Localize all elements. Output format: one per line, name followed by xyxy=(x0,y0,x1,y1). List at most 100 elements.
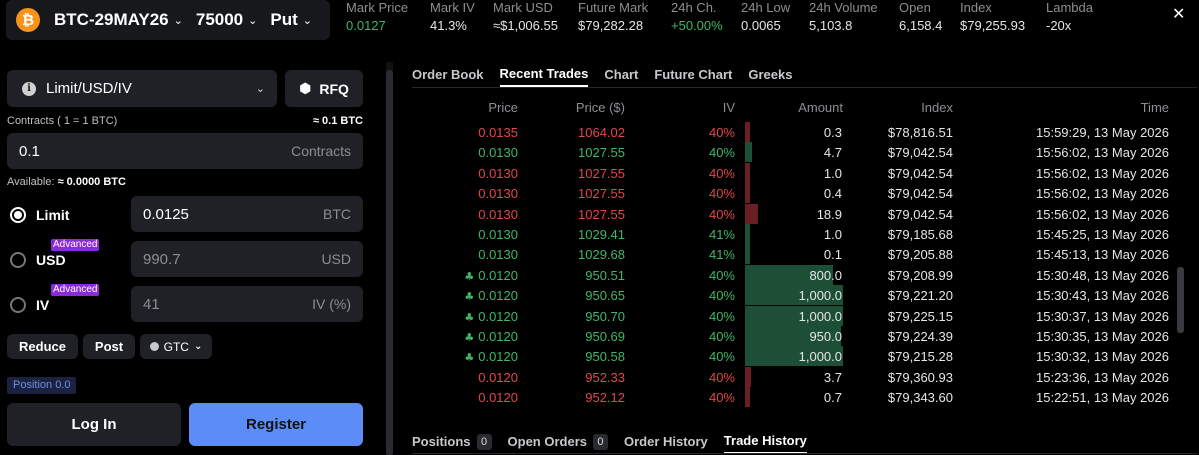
cell-amount-text: 0.3 xyxy=(823,125,842,140)
table-row[interactable]: 0.0120 952.33 40% 3.7 $79,360.93 15:23:36, 13… xyxy=(405,366,1185,387)
cell-iv-text: 40% xyxy=(708,165,735,181)
cell-price-text: 0.0120 xyxy=(478,390,518,406)
table-row[interactable]: 0.0130 1027.55 40% 18.9 $79,042.54 15:56:02, … xyxy=(405,203,1185,224)
cell-time-text: 15:56:02, 13 May 2026 xyxy=(1036,145,1169,161)
table-row[interactable]: 0.0130 1027.55 40% 4.7 $79,042.54 15:56:02, 1… xyxy=(405,142,1185,163)
cell-index: $79,042.54 xyxy=(875,166,953,181)
register-button[interactable]: Register xyxy=(189,403,363,446)
order-form-scrollbar[interactable] xyxy=(386,62,393,455)
stat-label: Index xyxy=(960,0,992,15)
block-trade-icon: ♣ xyxy=(464,290,475,304)
cell-iv-text: 40% xyxy=(708,125,735,140)
table-row[interactable]: ♣ 0.0120 950.58 40% 1,000.0 $79,215.28 15:30:3… xyxy=(405,346,1185,367)
scrollbar-thumb[interactable] xyxy=(1177,267,1184,333)
tab-recent-trades[interactable]: Recent Trades xyxy=(499,66,589,87)
cell-index-text: $79,360.93 xyxy=(887,369,953,385)
cell-time: 15:59:29, 13 May 2026 xyxy=(1005,125,1169,140)
table-row[interactable]: ♣ 0.0120 950.51 40% 800.0 $79,208.99 15:30:48,… xyxy=(405,264,1185,285)
scrollbar-thumb[interactable] xyxy=(386,70,393,455)
usd-label[interactable]: USD xyxy=(36,252,66,268)
cell-time: 15:30:32, 13 May 2026 xyxy=(1005,349,1169,364)
amount-bar xyxy=(745,305,843,326)
amount-bar xyxy=(745,285,843,306)
cell-index: $79,042.54 xyxy=(875,145,953,160)
login-button[interactable]: Log In xyxy=(7,403,181,446)
limit-label[interactable]: Limit xyxy=(36,207,70,223)
cell-amount: 1.0 xyxy=(745,166,842,181)
cell-index: $79,225.15 xyxy=(875,309,953,324)
cell-index-text: $79,185.68 xyxy=(887,227,953,242)
cell-index-text: $79,343.60 xyxy=(887,390,953,406)
tab-trade-history[interactable]: Trade History xyxy=(723,433,807,454)
iv-radio[interactable] xyxy=(10,297,26,313)
cell-time-text: 15:56:02, 13 May 2026 xyxy=(1036,206,1169,222)
table-row[interactable]: 0.0130 1029.68 41% 0.1 $79,205.88 15:45:13, 1… xyxy=(405,244,1185,265)
iv-label[interactable]: IV xyxy=(36,297,50,313)
tab-greeks[interactable]: Greeks xyxy=(748,67,793,82)
tab-future-chart[interactable]: Future Chart xyxy=(654,67,733,82)
cell-index: $79,343.60 xyxy=(875,390,953,405)
table-row[interactable]: 0.0135 1064.02 40% 0.3 $78,816.51 15:59:29, 1… xyxy=(405,122,1185,142)
tab-positions[interactable]: Positions 0 xyxy=(412,433,492,454)
table-row[interactable]: ♣ 0.0120 950.65 40% 1,000.0 $79,221.20 15:30:4… xyxy=(405,285,1185,306)
cell-amount-text: 1,000.0 xyxy=(798,308,842,324)
limit-price-input[interactable]: 0.0125 BTC xyxy=(131,196,363,232)
option-type-dropdown[interactable]: Put ⌄ xyxy=(270,10,312,30)
cell-amount: 3.7 xyxy=(745,370,842,385)
table-row[interactable]: 0.0130 1027.55 40% 0.4 $79,042.54 15:56:02, 1… xyxy=(405,183,1185,204)
order-type-dropdown[interactable]: i Limit/USD/IV ⌄ xyxy=(7,70,277,107)
cell-price-usd: 1027.55 xyxy=(545,145,625,160)
chevron-down-icon: ⌄ xyxy=(302,13,312,27)
cell-price: 0.0120 xyxy=(435,390,518,405)
cell-time: 15:56:02, 13 May 2026 xyxy=(1005,186,1169,201)
tab-order-history[interactable]: Order History xyxy=(624,433,708,454)
strike-dropdown[interactable]: 75000 ⌄ xyxy=(196,10,258,30)
cell-index-text: $79,042.54 xyxy=(887,165,953,181)
close-icon[interactable]: ✕ xyxy=(1172,4,1186,23)
trades-scrollbar[interactable] xyxy=(1177,94,1184,412)
cell-price: 0.0120 xyxy=(435,370,518,385)
table-row[interactable]: 0.0130 1027.55 40% 1.0 $79,042.54 15:56:02, 1… xyxy=(405,162,1185,183)
reduce-button[interactable]: Reduce xyxy=(7,334,78,359)
usd-radio[interactable] xyxy=(10,252,26,268)
time-in-force-dropdown[interactable]: GTC ⌄ xyxy=(140,334,212,359)
cell-index: $79,208.99 xyxy=(875,268,953,283)
cell-amount-text: 0.1 xyxy=(823,247,842,263)
limit-radio[interactable] xyxy=(10,207,26,223)
cell-price-usd: 1027.55 xyxy=(545,186,625,201)
cell-iv: 40% xyxy=(685,288,735,303)
instrument-dropdown[interactable]: BTC-29MAY26 ⌄ xyxy=(54,10,183,30)
time-in-force-value: GTC xyxy=(163,339,189,354)
table-row[interactable]: 0.0130 1029.41 41% 1.0 $79,185.68 15:45:25, 1… xyxy=(405,224,1185,244)
usd-price-input[interactable]: 990.7 USD xyxy=(131,241,363,277)
table-row[interactable]: 0.0120 952.12 40% 0.7 $79,343.60 15:22:51, 13… xyxy=(405,387,1185,408)
iv-unit: IV (%) xyxy=(312,296,351,312)
cell-time-text: 15:59:29, 13 May 2026 xyxy=(1036,125,1169,140)
post-button[interactable]: Post xyxy=(83,334,135,359)
iv-input[interactable]: 41 IV (%) xyxy=(131,286,363,322)
cell-iv-text: 40% xyxy=(708,308,735,324)
amount-bar xyxy=(745,162,750,183)
stat-open: Open 6,158.4 xyxy=(899,0,942,33)
divider xyxy=(412,87,1197,88)
table-row[interactable]: ♣ 0.0120 950.69 40% 950.0 $79,224.39 15:30:35,… xyxy=(405,326,1185,346)
contracts-input[interactable]: 0.1 Contracts xyxy=(7,133,363,169)
contracts-value: 0.1 xyxy=(19,142,40,160)
tab-order-book[interactable]: Order Book xyxy=(412,67,484,82)
cell-price-usd-text: 1029.68 xyxy=(578,247,625,263)
limit-price-unit: BTC xyxy=(323,206,351,222)
cell-price: 0.0135 xyxy=(435,125,518,140)
cell-index-text: $79,224.39 xyxy=(887,329,953,344)
cell-price-usd-text: 1027.55 xyxy=(578,165,625,181)
cell-price-text: 0.0120 xyxy=(478,329,518,344)
stat-label: Open xyxy=(899,0,931,15)
cell-iv: 40% xyxy=(685,349,735,364)
rfq-button[interactable]: ⬢ RFQ xyxy=(285,70,363,107)
cell-amount: 950.0 xyxy=(745,329,842,344)
table-row[interactable]: ♣ 0.0120 950.70 40% 1,000.0 $79,225.15 15:30:3… xyxy=(405,305,1185,326)
tab-open-orders[interactable]: Open Orders 0 xyxy=(508,433,608,454)
amount-bar xyxy=(745,224,750,244)
cell-iv: 40% xyxy=(685,207,735,222)
cell-iv-text: 40% xyxy=(708,369,735,385)
tab-chart[interactable]: Chart xyxy=(604,67,639,82)
